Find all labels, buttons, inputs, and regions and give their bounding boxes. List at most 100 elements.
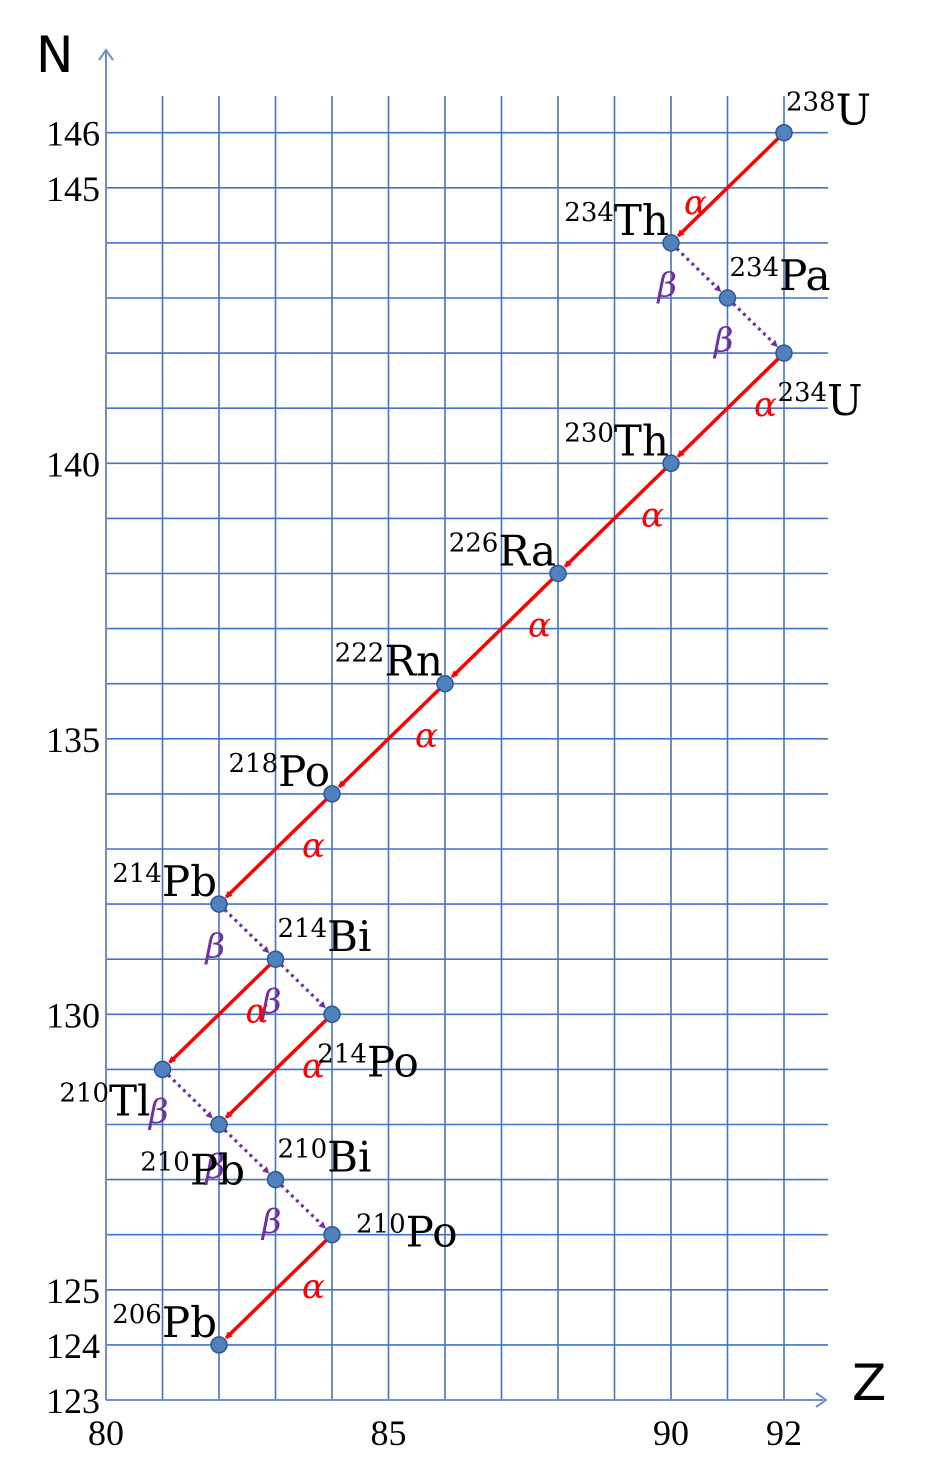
element-symbol: Ra (498, 527, 556, 576)
nuclide-point (775, 344, 793, 362)
alpha-label: α (415, 716, 438, 756)
x-axis-arrowhead (815, 1392, 828, 1408)
nuclide-label: 222Rn (335, 637, 443, 686)
nuclide-label: 210Tl (59, 1076, 150, 1125)
alpha-label: α (246, 991, 269, 1031)
nuclide-point (662, 454, 680, 473)
nuclide-point (323, 1005, 341, 1024)
nuclide-point (549, 564, 567, 583)
y-tick-label: 145 (46, 169, 100, 209)
mass-number: 206 (112, 1300, 162, 1330)
x-tick-label: 85 (371, 1413, 407, 1453)
alpha-decay-arrow (676, 137, 780, 238)
nuclide-label: 218Po (229, 747, 330, 796)
x-tick-label: 90 (653, 1413, 689, 1453)
alpha-label: α (754, 385, 777, 425)
nuclide-point (323, 1225, 341, 1244)
alpha-decay-arrow (450, 577, 554, 678)
beta-decay-arrow (280, 963, 326, 1009)
nuclide-label: 210Po (356, 1208, 457, 1257)
nuclide-point (266, 950, 285, 968)
nuclide-point (775, 123, 793, 142)
element-symbol: Bi (327, 912, 371, 961)
mass-number: 210 (59, 1078, 109, 1108)
y-axis-title: N (36, 26, 73, 84)
mass-number: 222 (335, 639, 385, 669)
alpha-decay-arrow (224, 1018, 328, 1119)
beta-decay-arrow (675, 247, 722, 293)
nuclide-points (153, 123, 793, 1354)
nuclide-label: 234Pa (730, 251, 831, 300)
nuclide-point (323, 785, 341, 803)
alpha-decay-arrow (676, 357, 780, 458)
nuclide-point (436, 674, 454, 693)
alpha-label: α (641, 495, 664, 535)
mass-number: 234 (730, 253, 780, 283)
nuclide-point (210, 895, 228, 913)
nuclide-point (210, 1336, 228, 1354)
element-symbol: Th (614, 196, 669, 245)
beta-label: β (712, 321, 734, 361)
beta-label: β (260, 982, 282, 1022)
beta-decay-arrow (223, 908, 270, 954)
nuclide-point (266, 1170, 285, 1189)
y-tick-label: 123 (46, 1381, 100, 1421)
nuclide-label: 234Th (564, 196, 669, 245)
element-symbol: Po (367, 1037, 419, 1086)
element-symbol: Po (278, 747, 330, 796)
nuclide-label: 210Pb (140, 1146, 245, 1195)
y-tick-label: 140 (46, 444, 100, 484)
y-tick-label: 135 (46, 720, 100, 760)
nuclide-label: 234U (777, 376, 862, 425)
mass-number: 214 (278, 914, 328, 944)
x-tick-label: 80 (88, 1413, 124, 1453)
alpha-decay-arrow (168, 963, 271, 1064)
mass-number: 210 (356, 1210, 406, 1240)
nuclide-label: 214Bi (278, 912, 372, 961)
nuclide-point (718, 289, 737, 307)
alpha-decay-arrow (224, 1239, 328, 1340)
x-tick-label: 92 (766, 1413, 802, 1453)
beta-label: β (260, 1202, 282, 1242)
mass-number: 210 (278, 1135, 328, 1165)
beta-label: β (203, 927, 225, 967)
alpha-label: α (302, 826, 325, 866)
mass-number: 234 (777, 378, 827, 408)
element-symbol: Pa (779, 251, 830, 300)
mass-number: 210 (140, 1148, 190, 1178)
grid-lines (106, 96, 828, 1400)
element-symbol: Pb (162, 1298, 217, 1347)
beta-decay-arrow (223, 1128, 270, 1174)
mass-number: 238 (786, 88, 836, 118)
nuclide-label: 214Pb (112, 857, 217, 906)
alpha-label: α (302, 1046, 325, 1086)
nuclide-label: 206Pb (112, 1298, 217, 1347)
tick-labels: 80 85 90 92 123 124 125 130 135 140 145 146 (46, 114, 802, 1453)
nuclide-point (662, 234, 680, 252)
mass-number: 214 (112, 859, 162, 889)
beta-label: β (655, 265, 677, 305)
alpha-label: α (528, 606, 551, 646)
y-tick-label: 130 (46, 995, 100, 1035)
y-tick-label: 146 (46, 114, 100, 154)
nuclide-label: 230Th (564, 416, 669, 465)
nuclide-label: 210Bi (278, 1133, 372, 1182)
element-symbol: U (827, 376, 862, 425)
element-symbol: Pb (190, 1146, 245, 1195)
x-axis-title: Z (852, 1354, 886, 1412)
element-symbol: Bi (327, 1133, 371, 1182)
y-tick-label: 124 (46, 1326, 100, 1366)
mass-number: 226 (449, 529, 499, 559)
element-symbol: Rn (384, 637, 443, 686)
nuclide-label: 238U (786, 86, 871, 135)
mass-number: 214 (317, 1039, 367, 1069)
mass-number: 218 (229, 749, 279, 779)
element-symbol: Th (614, 416, 669, 465)
alpha-decay-arrow (337, 688, 441, 789)
nuclide-labels: 238U234Th234Pa234U230Th226Ra222Rn218Po21… (59, 86, 871, 1347)
beta-label: β (147, 1092, 169, 1132)
beta-decay-arrow (280, 1184, 326, 1229)
alpha-decay-arrow (563, 467, 667, 568)
